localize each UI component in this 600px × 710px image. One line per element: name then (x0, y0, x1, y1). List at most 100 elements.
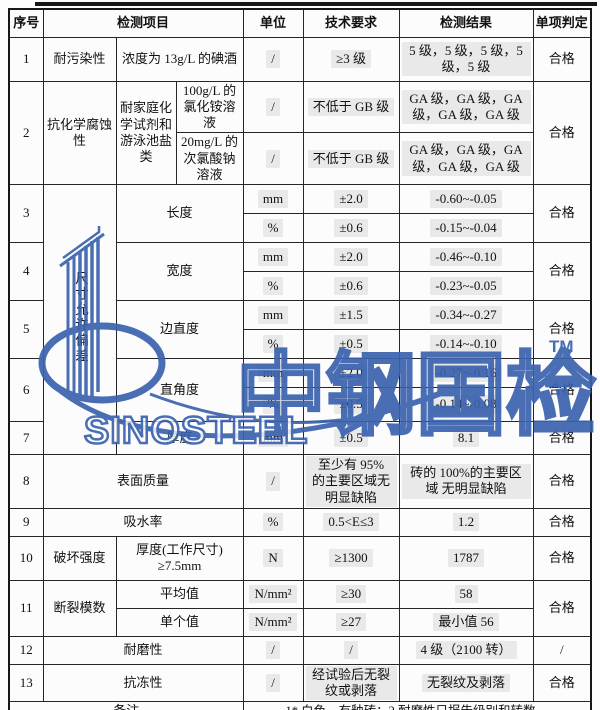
cell-r2a-req: 不低于 GB 级 (302, 80, 400, 134)
cell-r9-item: 吸水率 (42, 507, 244, 537)
cell-r10-req: ≥1300 (302, 535, 400, 581)
cell-r1-req: ≥3 级 (302, 36, 400, 82)
cell-r6a-result: -0.27~-0.16 (398, 358, 534, 388)
cell-r5a-result: -0.34~-0.27 (398, 300, 534, 330)
col-header-req: 技术要求 (302, 8, 400, 38)
cell-r6b-unit: % (242, 387, 304, 422)
cell-r8-result: 砖的 100%的主要区域 无明显缺陷 (398, 454, 534, 509)
cell-r3b-result: -0.15~-0.04 (398, 213, 534, 243)
cell-r7-no: 7 (8, 421, 44, 455)
col-header-judge: 单项判定 (532, 8, 592, 38)
cell-r4a-req: ±2.0 (302, 242, 400, 272)
cell-r4a-unit: mm (242, 242, 304, 272)
cell-r11b-req: ≥27 (302, 607, 400, 637)
cell-r10-item: 破坏强度 (42, 535, 117, 581)
table-row: 3 尺寸允许偏差 长度 mm ±2.0 -0.60~-0.05 合格 (8, 184, 592, 455)
table-row: 2 抗化学腐蚀性 耐家庭化学试剂和游泳池盐类 100g/L 的氯化铵溶液 / 不… (8, 80, 592, 185)
cell-r8-unit: / (242, 454, 304, 509)
cell-r6a-unit: mm (242, 358, 304, 388)
cell-r11a-req: ≥30 (302, 579, 400, 609)
table-row: 10 破坏强度 厚度(工作尺寸) ≥7.5mm N ≥1300 1787 合格 (8, 535, 592, 581)
cell-r6b-result: -0.14~-0.08 (398, 387, 534, 422)
cell-r8-req: 至少有 95% 的主要区域无明显缺陷 (302, 454, 400, 509)
cell-r3b-unit: % (242, 213, 304, 243)
cell-r8-no: 8 (8, 454, 44, 509)
cell-r1-unit: / (242, 36, 304, 82)
cell-r13-judge: 合格 (532, 663, 592, 703)
cell-r5-judge: 合格 (532, 300, 592, 359)
cell-r11a-unit: N/mm² (242, 579, 304, 609)
cell-r2-group: 耐家庭化学试剂和游泳池盐类 (115, 80, 177, 185)
cell-r2a-result: GA 级，GA 级，GA 级，GA 级，GA 级 (398, 80, 534, 134)
table-row: 20mg/L 的次氯酸钠溶液 / 不低于 GB 级 GA 级，GA 级，GA 级… (9, 132, 591, 185)
cell-r1-judge: 合格 (532, 36, 592, 82)
cell-r1-sub: 浓度为 13g/L 的碘酒 (115, 36, 244, 82)
cell-r7-result: 8.1 (398, 421, 534, 455)
col-header-result: 检测结果 (398, 8, 534, 38)
col-header-no: 序号 (8, 8, 44, 38)
cell-r2b-unit: / (242, 132, 304, 185)
table-row: 9 吸水率 % 0.5<E≤3 1.2 合格 (8, 507, 592, 537)
cell-r5a-req: ±1.5 (302, 300, 400, 330)
cell-r13-req: 经试验后无裂纹或剥落 (302, 663, 400, 703)
header-row: 序号 检测项目 单位 技术要求 检测结果 单项判定 (8, 8, 592, 38)
cell-r2b-req: 不低于 GB 级 (302, 132, 400, 185)
cell-r12-judge: / (532, 635, 592, 665)
cell-r6b-req: ±0.5 (302, 387, 400, 422)
table-row: 13 抗冻性 / 经试验后无裂纹或剥落 无裂纹及剥落 合格 (8, 663, 592, 703)
cell-r3-item: 长度 (115, 184, 244, 243)
cell-r7-unit: mm (242, 421, 304, 455)
cell-r12-unit: / (242, 635, 304, 665)
cell-r11b-sub: 单个值 (115, 607, 244, 637)
cell-r12-item: 耐磨性 (42, 635, 244, 665)
cell-r7-req: ±0.5 (302, 421, 400, 455)
cell-r1-item: 耐污染性 (42, 36, 117, 82)
cell-dim-group: 尺寸允许偏差 (42, 184, 117, 455)
cell-r5-no: 5 (8, 300, 44, 359)
table-row: % ±0.5 -0.14~-0.10 (9, 329, 591, 359)
cell-r2-judge: 合格 (532, 80, 592, 185)
cell-r3a-req: ±2.0 (302, 184, 400, 214)
cell-r10-sub: 厚度(工作尺寸) ≥7.5mm (115, 535, 244, 581)
cell-r4b-req: ±0.6 (302, 271, 400, 301)
cell-r6-item: 直角度 (115, 358, 244, 422)
cell-r3a-unit: mm (242, 184, 304, 214)
col-header-item: 检测项目 (42, 8, 244, 38)
cell-r9-no: 9 (8, 507, 44, 537)
cell-r2-item: 抗化学腐蚀性 (42, 80, 117, 185)
cell-r11-judge: 合格 (532, 579, 592, 637)
cell-r10-no: 10 (8, 535, 44, 581)
cell-r4b-unit: % (242, 271, 304, 301)
cell-r9-judge: 合格 (532, 507, 592, 537)
cell-r11b-result: 最小值 56 (398, 607, 534, 637)
cell-r7-item: 厚度 (115, 421, 244, 455)
cell-r5b-result: -0.14~-0.10 (398, 329, 534, 359)
cell-r12-no: 12 (8, 635, 44, 665)
note-label: 备注 (8, 701, 244, 710)
cell-r4b-result: -0.23~-0.05 (398, 271, 534, 301)
cell-r13-result: 无裂纹及剥落 (398, 663, 534, 703)
cell-r10-unit: N (242, 535, 304, 581)
cell-r11a-result: 58 (398, 579, 534, 609)
cell-r3-no: 3 (8, 184, 44, 243)
cell-r7-judge: 合格 (532, 421, 592, 455)
test-result-table: 序号 检测项目 单位 技术要求 检测结果 单项判定 1 耐污染性 浓度为 13g… (8, 8, 593, 710)
cell-r9-result: 1.2 (398, 507, 534, 537)
cell-r5-item: 边直度 (115, 300, 244, 359)
col-header-unit: 单位 (242, 8, 304, 38)
cell-r10-judge: 合格 (532, 535, 592, 581)
cell-r13-no: 13 (8, 663, 44, 703)
cell-r10-result: 1787 (398, 535, 534, 581)
note-text: 1*.白色，有釉砖；2.耐磨性只报告级别和转数。 (242, 701, 592, 710)
cell-r1-no: 1 (8, 36, 44, 82)
cell-r4-item: 宽度 (115, 242, 244, 301)
table-row: % ±0.6 -0.15~-0.04 (9, 213, 591, 243)
cell-r13-unit: / (242, 663, 304, 703)
cell-r11a-sub: 平均值 (115, 579, 244, 609)
cell-r3-judge: 合格 (532, 184, 592, 243)
cell-r5b-req: ±0.5 (302, 329, 400, 359)
top-rule (35, 2, 597, 6)
cell-r12-req: / (302, 635, 400, 665)
cell-r9-req: 0.5<E≤3 (302, 507, 400, 537)
table-row: 11 断裂模数 平均值 N/mm² ≥30 58 合格 (8, 579, 592, 637)
